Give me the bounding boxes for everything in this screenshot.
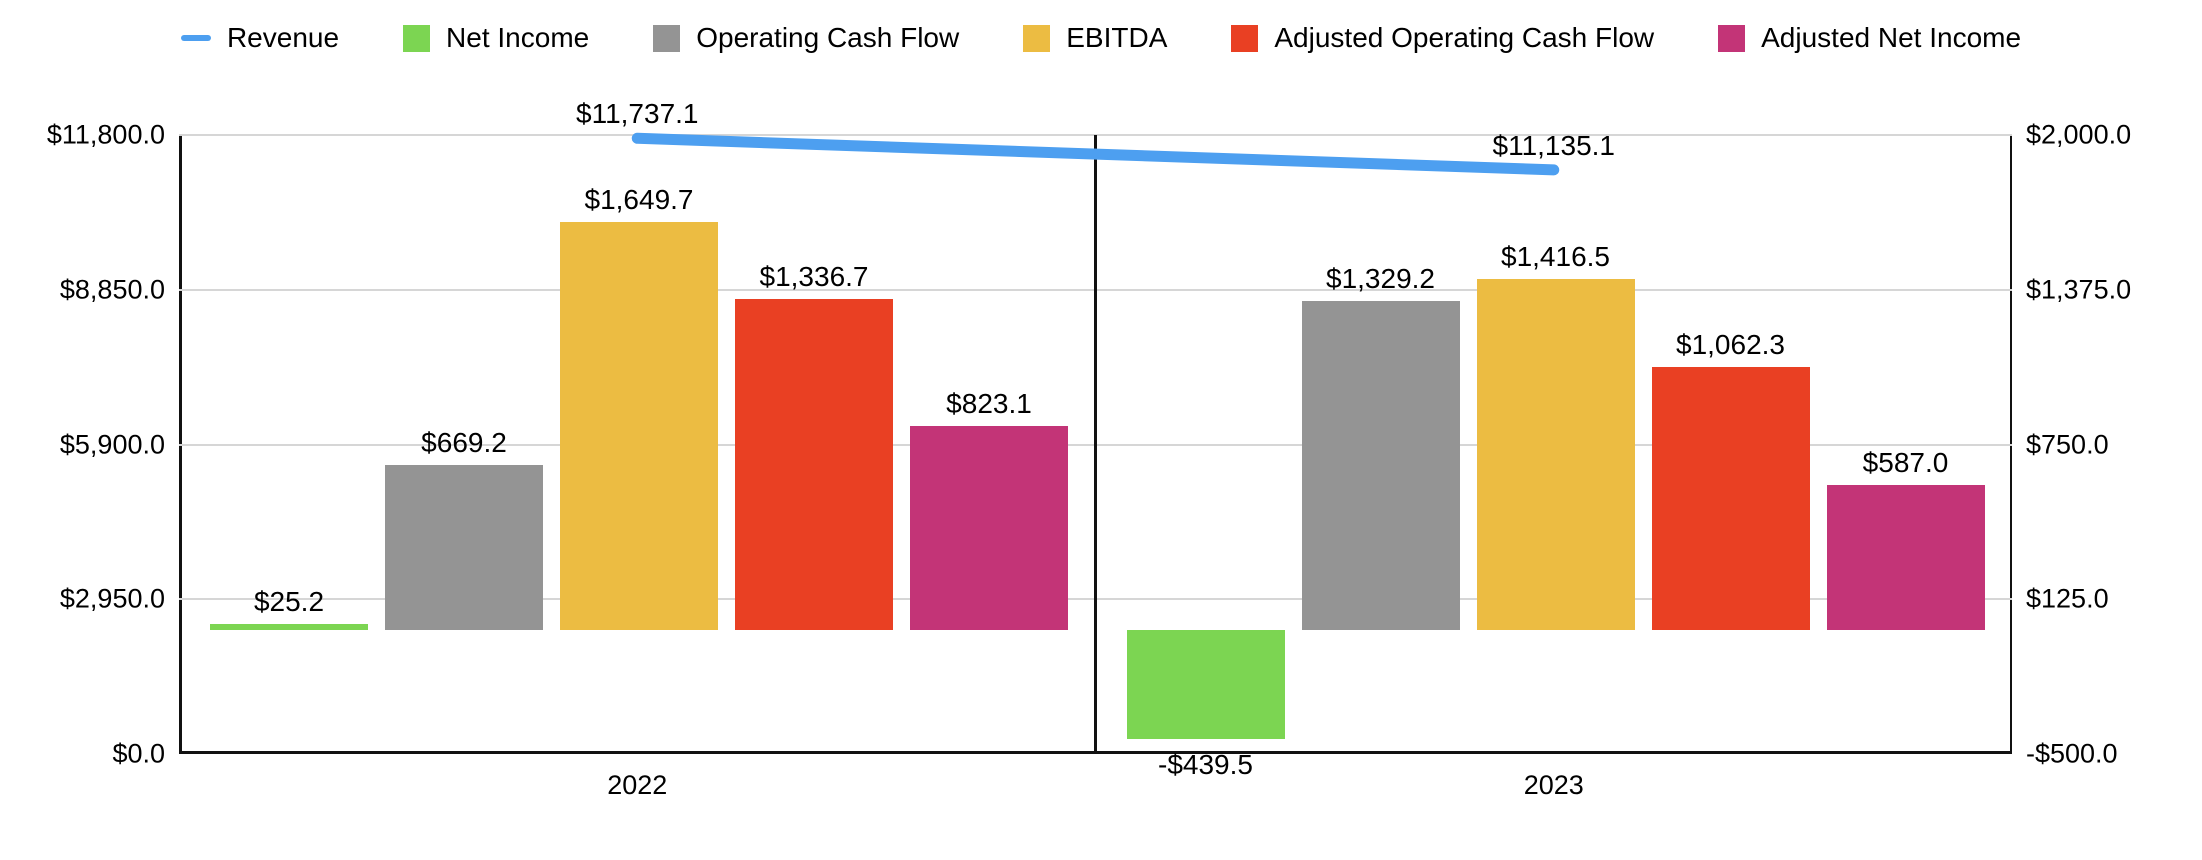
revenue-point-label: $11,135.1 bbox=[1492, 129, 1616, 161]
bar-operating-cash-flow-2023 bbox=[1301, 301, 1460, 631]
bar-adjusted-operating-cash-flow-2022 bbox=[735, 299, 893, 631]
bar-data-label: $1,649.7 bbox=[584, 183, 694, 215]
legend-item-label: Adjusted Net Income bbox=[1761, 22, 2022, 53]
legend-item-label: Net Income bbox=[446, 22, 590, 53]
x-axis-label-2022: 2022 bbox=[607, 770, 668, 800]
revenue-line bbox=[631, 132, 1560, 176]
y-axis-left-tick-label: $8,850.0 bbox=[59, 274, 165, 305]
bar-adjusted-operating-cash-flow-2023 bbox=[1651, 367, 1810, 631]
legend-item-label: Operating Cash Flow bbox=[696, 22, 960, 53]
bar-data-label: $1,062.3 bbox=[1676, 329, 1785, 361]
bar-data-label: $1,329.2 bbox=[1326, 263, 1435, 295]
y-axis-right-tick-label: $125.0 bbox=[2026, 583, 2109, 614]
legend-item-net-income[interactable]: Net Income bbox=[403, 24, 589, 52]
bar-ebitda-2022 bbox=[560, 221, 718, 631]
legend-item-label: Adjusted Operating Cash Flow bbox=[1274, 22, 1655, 53]
legend-item-adjusted-operating-cash-flow[interactable]: Adjusted Operating Cash Flow bbox=[1231, 24, 1654, 52]
y-axis-right-tick-label: $1,375.0 bbox=[2026, 274, 2132, 305]
bar-data-label: $25.2 bbox=[253, 585, 325, 617]
bar-data-label: $1,336.7 bbox=[759, 261, 869, 293]
bar-data-label: $1,416.5 bbox=[1501, 241, 1610, 273]
bar-adjusted-net-income-2023 bbox=[1826, 484, 1985, 631]
bar-operating-cash-flow-2022 bbox=[385, 464, 543, 631]
y-axis-right-tick-label: $2,000.0 bbox=[2026, 119, 2132, 150]
y-axis-left-tick-label: $11,800.0 bbox=[46, 119, 165, 150]
box-swatch bbox=[653, 24, 681, 52]
line-swatch bbox=[180, 35, 211, 41]
legend-item-operating-cash-flow[interactable]: Operating Cash Flow bbox=[653, 24, 959, 52]
box-swatch bbox=[403, 24, 431, 52]
box-swatch bbox=[1023, 24, 1051, 52]
bar-ebitda-2023 bbox=[1476, 279, 1635, 631]
legend-item-adjusted-net-income[interactable]: Adjusted Net Income bbox=[1718, 24, 2021, 52]
chart-legend: Revenue Net Income Operating Cash Flow EBIT… bbox=[0, 24, 2202, 52]
x-axis-label-2023: 2023 bbox=[1523, 770, 1584, 800]
legend-item-label: Revenue bbox=[226, 22, 340, 53]
bar-data-label: $669.2 bbox=[421, 426, 507, 458]
y-axis-right-tick-label: $750.0 bbox=[2026, 429, 2109, 459]
category-divider bbox=[1094, 135, 1097, 754]
revenue-line-segment bbox=[631, 132, 1560, 176]
legend-item-label: EBITDA bbox=[1066, 22, 1168, 53]
bar-data-label: $587.0 bbox=[1862, 446, 1949, 478]
y-axis-left-tick-label: $2,950.0 bbox=[59, 583, 165, 614]
y-axis-left-tick-label: $5,900.0 bbox=[59, 429, 165, 459]
revenue-point-label: $11,737.1 bbox=[576, 98, 699, 130]
bar-net-income-2023 bbox=[1126, 630, 1285, 739]
legend-item-revenue[interactable]: Revenue bbox=[180, 22, 340, 53]
bar-adjusted-net-income-2022 bbox=[910, 426, 1068, 631]
legend-item-ebitda[interactable]: EBITDA bbox=[1023, 24, 1167, 52]
box-swatch bbox=[1231, 24, 1259, 52]
bar-data-label: -$439.5 bbox=[1158, 749, 1253, 781]
y-axis-left-tick-label: $0.0 bbox=[112, 738, 165, 769]
y-axis-right-tick-label: -$500.0 bbox=[2026, 738, 2118, 769]
bar-net-income-2022 bbox=[210, 623, 368, 631]
bar-data-label: $823.1 bbox=[946, 388, 1032, 420]
box-swatch bbox=[1718, 24, 1746, 52]
